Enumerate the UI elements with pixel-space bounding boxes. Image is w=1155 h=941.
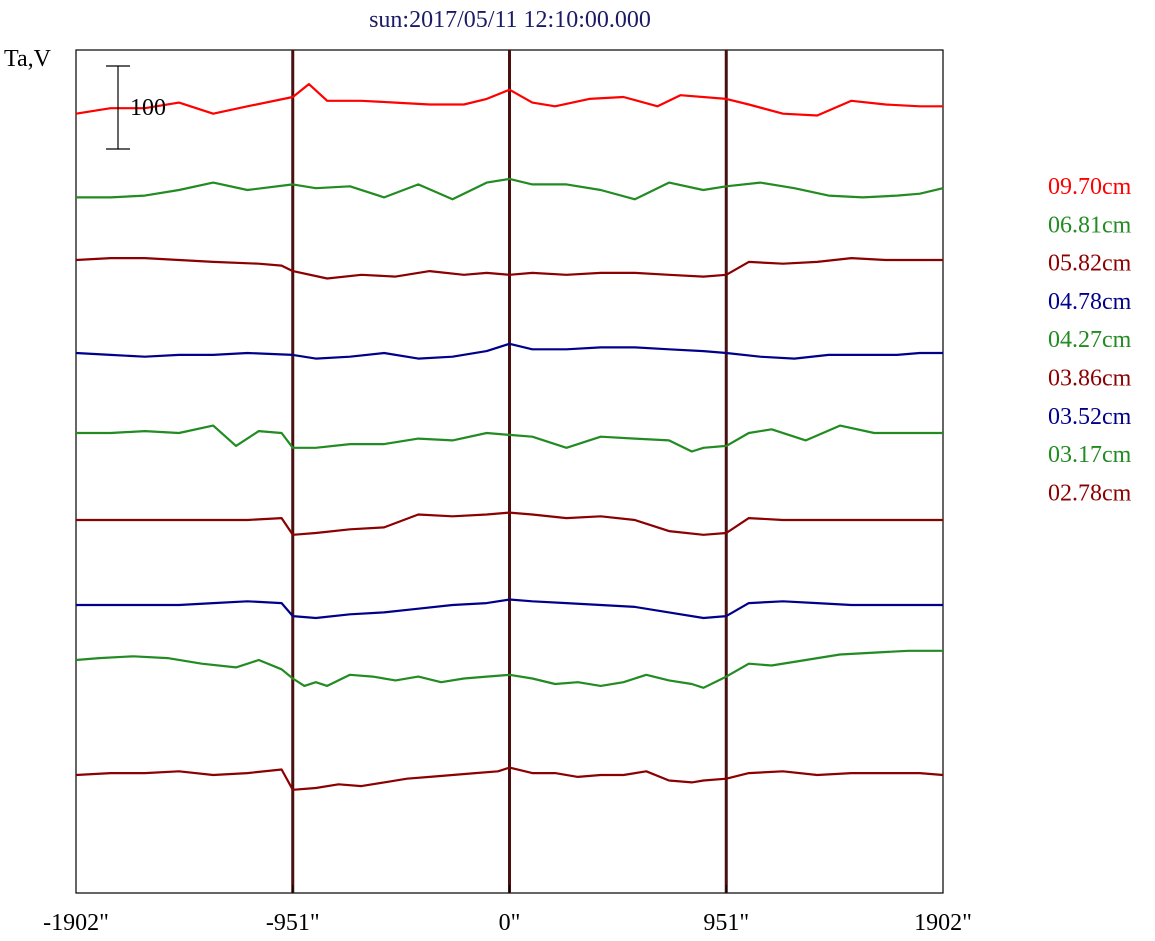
legend-entry-03.17cm: 03.17cm xyxy=(1048,442,1132,468)
x-tick-label-3: 951" xyxy=(703,910,749,936)
series-line-02.78cm xyxy=(75,766,944,791)
x-axis-ticks: -1902" -951" 0" 951" 1902" xyxy=(43,885,972,936)
legend-entry-04.27cm: 04.27cm xyxy=(1048,327,1132,353)
series-line-04.27cm xyxy=(76,424,943,453)
series-line-03.17cm xyxy=(75,649,943,689)
series-lines xyxy=(75,82,944,791)
scale-bar-label: 100 xyxy=(130,95,166,121)
vertical-markers xyxy=(291,50,728,893)
chart-title: sun:2017/05/11 12:10:00.000 xyxy=(369,7,651,33)
series-line-03.86cm xyxy=(76,511,943,536)
series-line-05.82cm xyxy=(75,257,943,280)
x-tick-label-0: -1902" xyxy=(43,910,109,936)
legend-entry-06.81cm: 06.81cm xyxy=(1048,212,1132,238)
series-line-03.52cm xyxy=(76,598,943,620)
series-line-06.81cm xyxy=(76,177,944,201)
scale-bar: 100 xyxy=(106,65,166,150)
legend-entry-04.78cm: 04.78cm xyxy=(1048,289,1132,315)
x-tick-label-1: -951" xyxy=(266,910,320,936)
series-line-04.78cm xyxy=(75,342,943,360)
legend-entry-05.82cm: 05.82cm xyxy=(1048,251,1132,277)
x-tick-label-2: 0" xyxy=(499,910,521,936)
legend-entry-03.86cm: 03.86cm xyxy=(1048,366,1132,392)
series-line-09.70cm xyxy=(75,82,943,117)
legend: 09.70cm 06.81cm 05.82cm 04.78cm 04.27cm 03.86… xyxy=(1048,174,1132,506)
x-tick-label-4: 1902" xyxy=(914,910,972,936)
legend-entry-03.52cm: 03.52cm xyxy=(1048,404,1132,430)
y-axis-label: Ta,V xyxy=(4,46,52,72)
legend-entry-09.70cm: 09.70cm xyxy=(1048,174,1132,200)
legend-entry-02.78cm: 02.78cm xyxy=(1048,480,1132,506)
